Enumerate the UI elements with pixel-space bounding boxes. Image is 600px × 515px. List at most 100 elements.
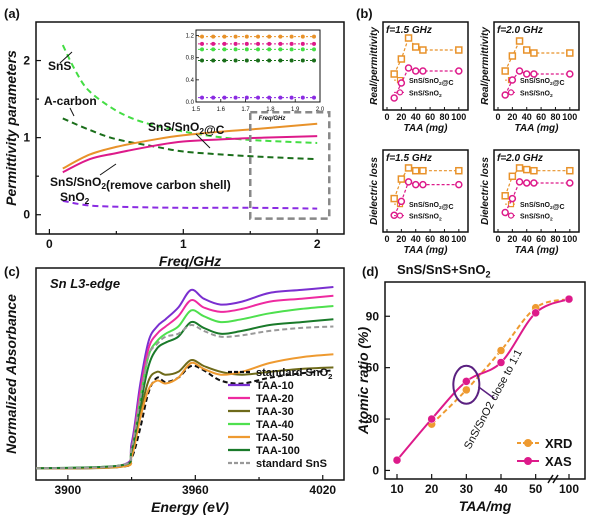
label-arrow: [69, 107, 75, 117]
series-line-xrd: [430, 298, 570, 425]
x-tick-label: 40: [411, 112, 421, 122]
inset-series-point: [278, 58, 283, 63]
inset-x-tick-label: 2.0: [316, 107, 325, 113]
panel-d: (d) SnS/SnS+SnO2 10 20 30 40 50 100 0 30 60 90 TAA/m…: [355, 262, 586, 514]
data-point-square: [411, 166, 420, 175]
legend-label: TAA-100: [256, 445, 300, 457]
inset-x-tick-label: 1.5: [192, 107, 201, 113]
x-tick-label: 30: [460, 482, 474, 496]
inset-series-point: [278, 47, 283, 52]
panel-c-label: (c): [4, 264, 20, 279]
subplot-frame: [493, 149, 580, 233]
data-point-circle: [404, 178, 413, 186]
panel-d-label: (d): [362, 264, 379, 279]
zoom-box: [249, 110, 331, 220]
inset-series-point: [200, 95, 204, 100]
subplot-frame: [493, 21, 580, 111]
inset-series-point: [211, 95, 216, 100]
x-axis-label: TAA/mg: [459, 498, 512, 514]
x-tick-label: 10: [390, 482, 404, 496]
panel-a-label: (a): [4, 6, 20, 21]
y-tick-label: 0: [23, 208, 30, 222]
data-point-circle: [566, 70, 574, 78]
inset-series-point: [267, 34, 272, 39]
series-line: [393, 181, 459, 216]
x-tick-label: 50: [529, 482, 543, 496]
inset-series-point: [200, 47, 204, 52]
series-line: [504, 70, 570, 96]
legend-marker: [507, 89, 515, 96]
inset-series-point: [312, 41, 316, 46]
legend-label: standard SnO2: [256, 367, 332, 381]
series-line-taa-50: [35, 353, 334, 470]
y-axis-label: Dielectric loss: [369, 157, 380, 225]
data-point-circle: [522, 70, 531, 78]
x-tick-label: 0: [46, 237, 53, 251]
x-tick-label: 60: [425, 112, 435, 122]
inset-x-tick-label: 1.7: [241, 107, 250, 113]
data-point-circle: [397, 79, 406, 87]
inset-series-point: [312, 58, 316, 63]
inset-series-point: [289, 34, 294, 39]
x-tick-label: 60: [536, 112, 546, 122]
inset-series-point: [200, 41, 204, 46]
x-axis-label: TAA (mg): [404, 245, 449, 256]
series-line: [393, 67, 459, 99]
data-point-circle: [455, 67, 463, 75]
data-point-square: [501, 67, 509, 75]
data-point: [496, 346, 506, 355]
inset-series-point: [300, 34, 305, 39]
subplot-title: f=1.5 GHz: [386, 153, 432, 164]
y-axis-label: Normalized Absorbance: [3, 294, 19, 454]
legend-label: SnS/SnO2@C: [520, 202, 565, 211]
label-sno2: SnO2: [60, 190, 90, 206]
legend-marker: [524, 457, 532, 465]
y-axis-label: Real/permittivity: [480, 27, 491, 105]
x-tick-label: 100: [451, 112, 466, 122]
x-tick-label: 20: [507, 234, 517, 244]
inset-series-point: [244, 58, 249, 63]
data-point-square: [508, 52, 517, 60]
inset-series-point: [300, 47, 305, 52]
x-tick-label: 20: [507, 112, 517, 122]
label-remove-carbon: SnS/SnO2(remove carbon shell): [50, 175, 231, 192]
x-tick-label: 20: [425, 482, 439, 496]
legend-marker: [396, 89, 404, 96]
inset-series-point: [211, 58, 216, 63]
inset-series-point: [312, 34, 316, 39]
data-point-square: [455, 46, 463, 54]
x-axis-label: Freq/GHz: [159, 253, 221, 269]
legend-marker: [507, 212, 515, 219]
x-tick-label: 40: [494, 482, 508, 496]
x-tick-label: 60: [536, 234, 546, 244]
data-point: [531, 308, 540, 318]
data-point-circle: [530, 70, 538, 78]
data-point-square: [515, 164, 524, 172]
inset-series-point: [300, 41, 305, 46]
inset-series-point: [267, 95, 272, 100]
inset-x-tick-label: 1.6: [217, 107, 226, 113]
inset-x-tick-label: 1.9: [291, 107, 300, 113]
legend-label: TAA-50: [256, 432, 294, 444]
x-tick-label: 20: [396, 234, 406, 244]
inset-series-point: [312, 95, 316, 100]
x-tick-label: 80: [439, 234, 449, 244]
legend-label: SnS/SnO2@C: [520, 78, 565, 87]
x-axis-label: TAA (mg): [404, 123, 449, 134]
inset-x-label: Freq/GHz: [259, 116, 286, 122]
inset-series-point: [300, 58, 305, 63]
x-tick-label: 3900: [55, 483, 82, 497]
data-point: [462, 377, 471, 386]
data-point-square: [508, 172, 517, 181]
series-line-taa-100: [35, 318, 334, 470]
panel-c-title: Sn L3-edge: [50, 276, 120, 291]
legend-label: SnS/SnO2: [409, 90, 442, 99]
inset-series-point: [244, 41, 249, 46]
series-line-standard-sns: [35, 323, 334, 470]
data-point-square: [419, 46, 427, 54]
legend-label: TAA-30: [256, 406, 294, 418]
inset-series-point: [233, 47, 238, 52]
label-a-carbon: A-carbon: [44, 94, 97, 108]
data-point-square: [522, 165, 531, 174]
data-point-circle: [404, 64, 413, 72]
